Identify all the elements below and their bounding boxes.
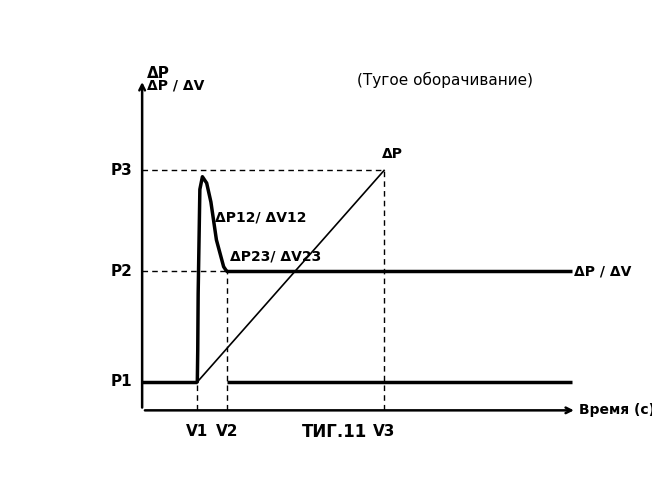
Text: P3: P3 — [110, 163, 132, 178]
Text: ΔP: ΔP — [147, 66, 170, 81]
Text: (Тугое оборачивание): (Тугое оборачивание) — [357, 72, 533, 88]
Text: ΔP: ΔP — [381, 147, 402, 161]
Text: V1: V1 — [186, 424, 209, 439]
Text: ΔP / ΔV: ΔP / ΔV — [147, 78, 205, 92]
Text: V3: V3 — [373, 424, 395, 439]
Text: ΤИГ.11: ΤИГ.11 — [301, 423, 367, 441]
Text: ΔP12/ ΔV12: ΔP12/ ΔV12 — [215, 210, 306, 224]
Text: V2: V2 — [216, 424, 238, 439]
Text: P2: P2 — [110, 264, 132, 279]
Text: ΔP / ΔV: ΔP / ΔV — [574, 264, 632, 278]
Text: ΔP23/ ΔV23: ΔP23/ ΔV23 — [230, 249, 321, 263]
Text: Время (c): Время (c) — [579, 404, 652, 417]
Text: P1: P1 — [110, 374, 132, 390]
